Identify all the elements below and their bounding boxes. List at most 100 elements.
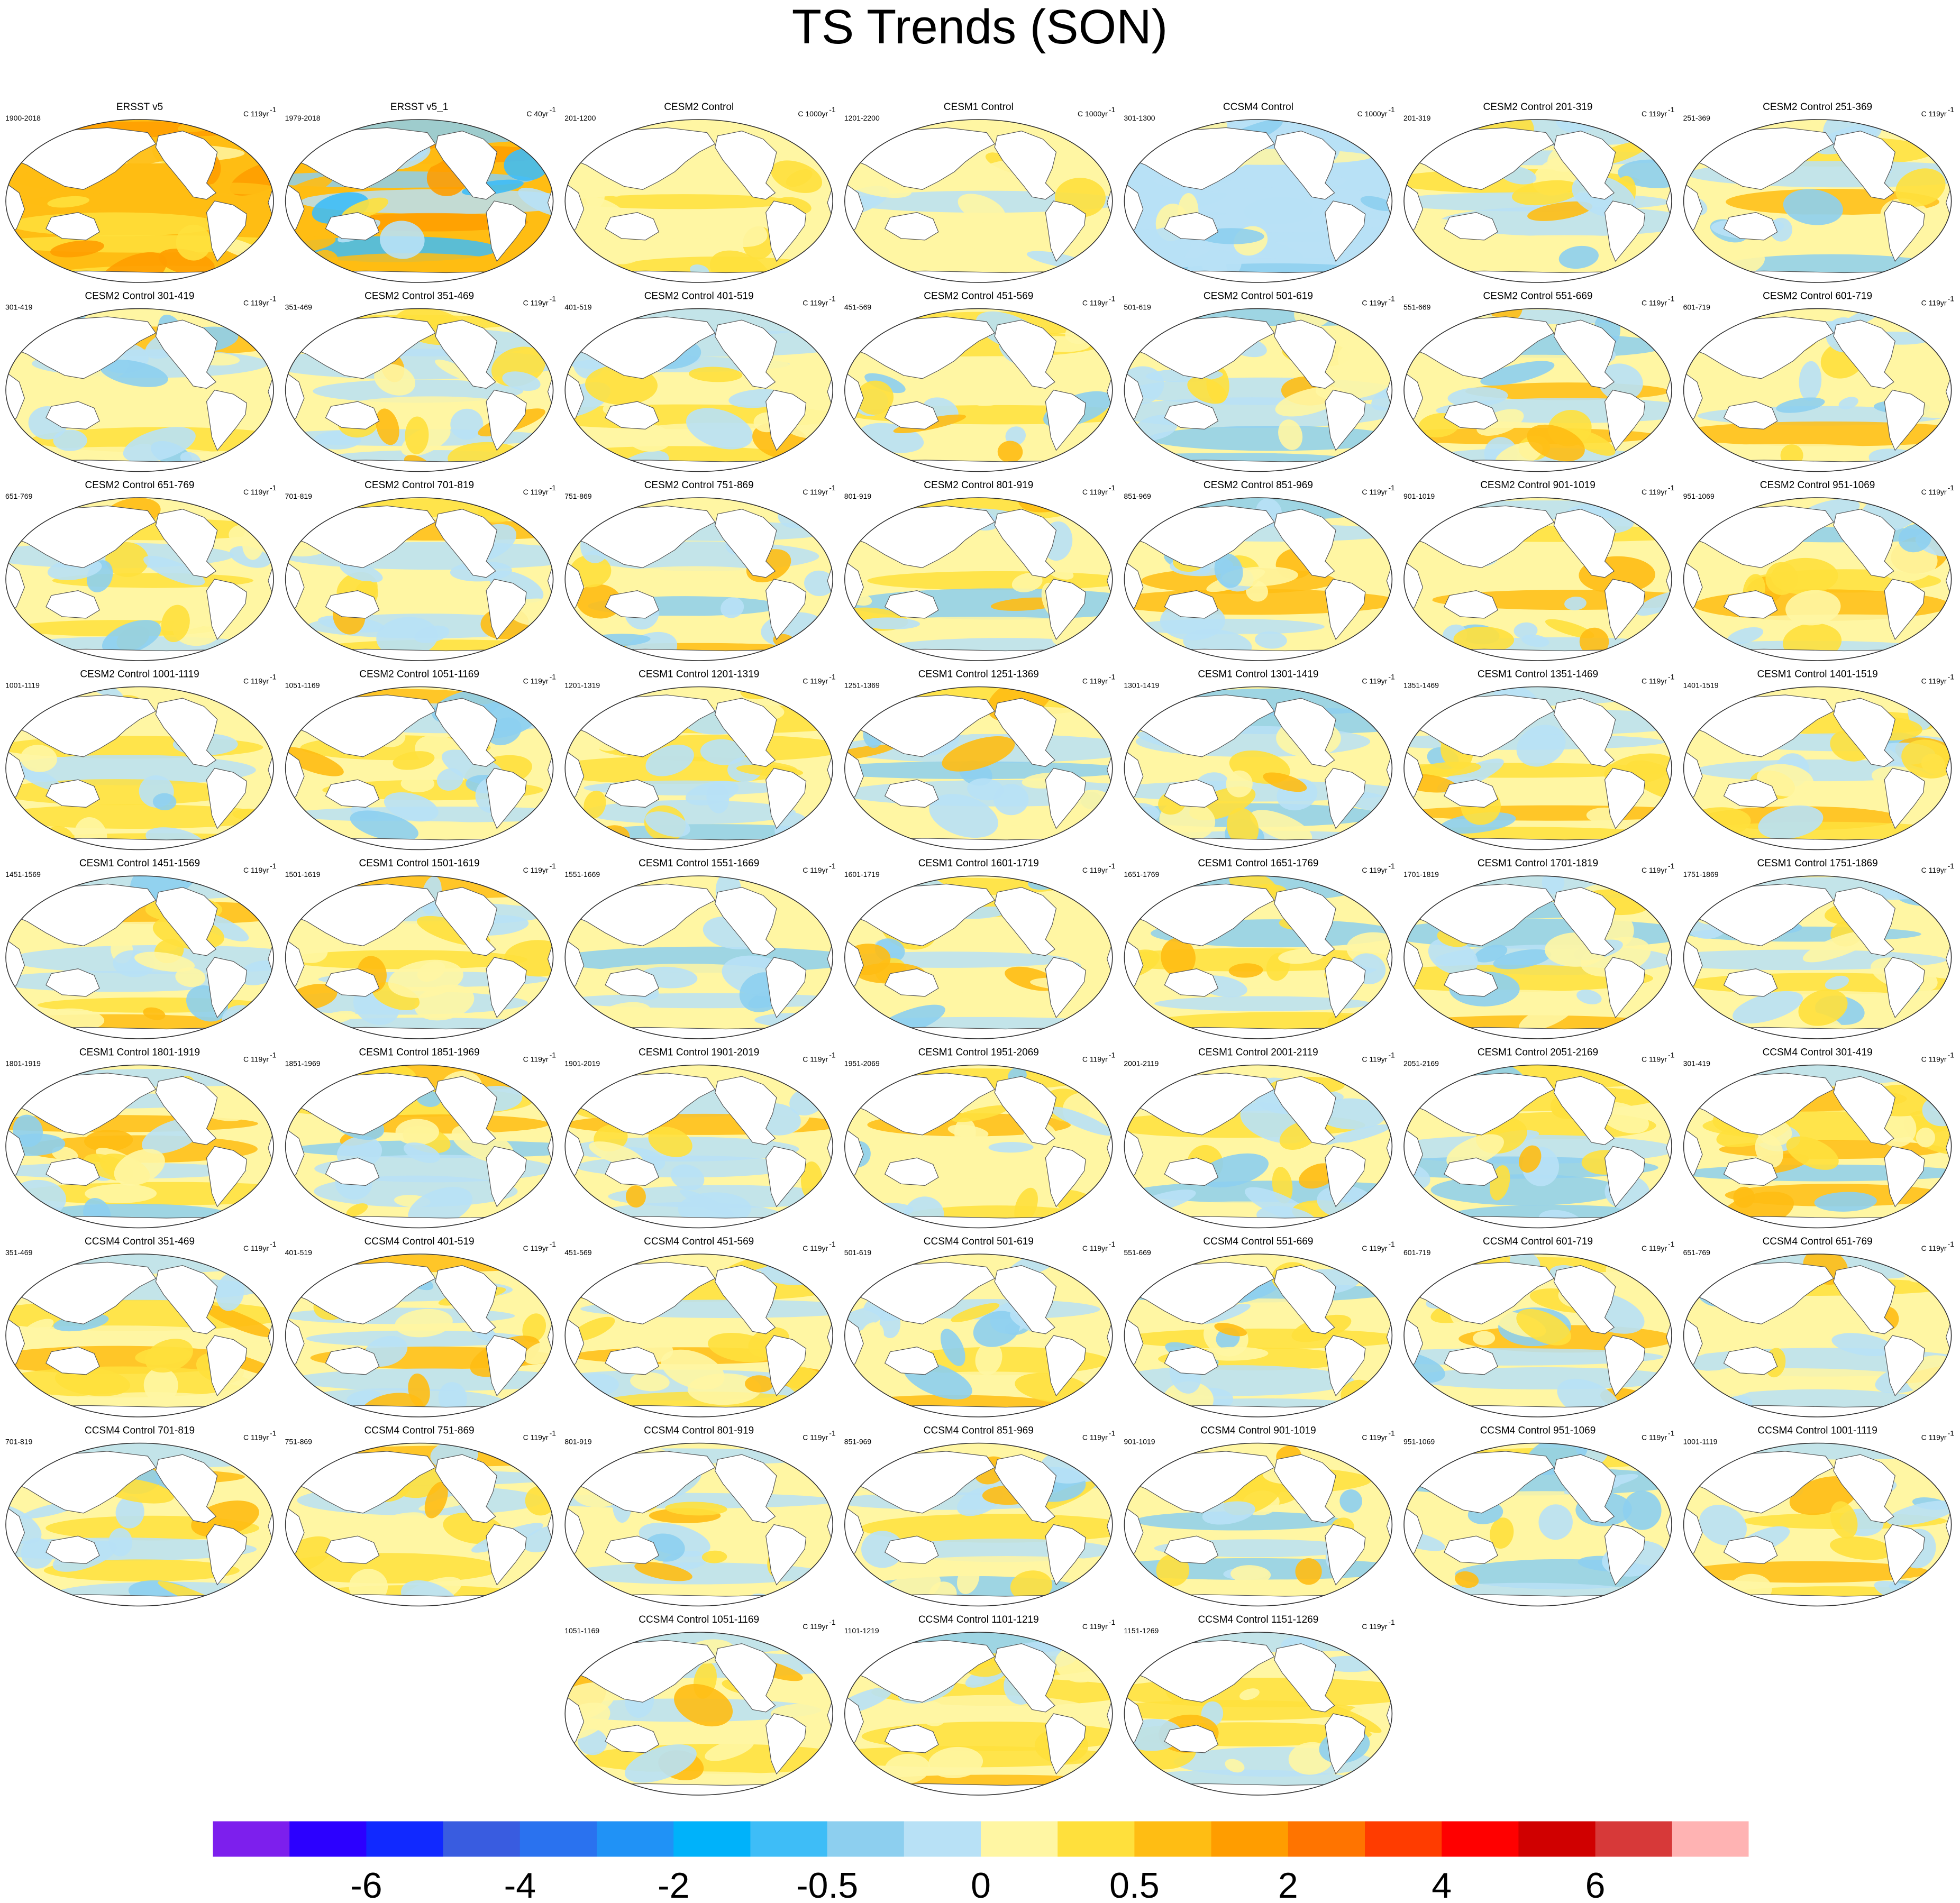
map-panel: CESM2 Control 701-819 701-819 C 119yr -1 (285, 480, 556, 661)
trend-blob (626, 424, 672, 452)
panel-units: C 119yr (1921, 677, 1947, 685)
land-mass (570, 316, 716, 379)
trend-blob (975, 1342, 1002, 1376)
globe-outline (5, 875, 274, 1039)
trend-blob (376, 408, 399, 445)
trend-blob (1516, 1309, 1571, 1346)
panel-period: 1001-1119 (5, 681, 40, 690)
trend-blob (55, 477, 79, 500)
trend-blob (450, 408, 484, 440)
panel-units-exponent: -1 (1109, 483, 1116, 492)
land-mass (605, 1157, 660, 1186)
globe-outline (844, 686, 1113, 850)
land-mass (1620, 1069, 1646, 1087)
panel-title: CESM1 Control 1551-1669 (639, 858, 759, 869)
land-mass (1444, 590, 1498, 619)
trend-band (565, 616, 806, 632)
panel-map (6, 120, 274, 282)
map-area (1124, 875, 1393, 1039)
land-mass (1688, 1451, 1834, 1514)
land-mass (765, 200, 807, 262)
trend-blob (161, 605, 190, 643)
trend-blob (346, 1203, 368, 1217)
land-mass (1129, 505, 1275, 569)
panel-map (844, 1254, 1113, 1417)
trend-blob (1885, 281, 1919, 311)
trend-blob (350, 810, 418, 841)
trend-band (313, 379, 524, 403)
land-mass (206, 1524, 248, 1586)
land-mass (1900, 1258, 1925, 1276)
panel-units-exponent: -1 (829, 1051, 836, 1059)
map-panel: CESM1 Control 1651-1769 1651-1769 C 119yr -… (1124, 858, 1395, 1039)
trend-blob (21, 1538, 54, 1569)
land-mass (1683, 1216, 1952, 1228)
land-mass (1884, 1524, 1925, 1586)
panel-units: C 1000yr (1078, 109, 1108, 118)
panel-units-exponent: -1 (1668, 483, 1675, 492)
map-area (844, 1632, 1113, 1796)
colorbar-tick-label: -6 (350, 1865, 382, 1903)
panel-map (285, 498, 553, 661)
panel-map (1124, 687, 1392, 850)
map-area (1124, 1064, 1393, 1229)
land-mass (290, 1451, 436, 1514)
land-mass (435, 508, 497, 578)
panel-map (1124, 1254, 1392, 1417)
trend-blob (1527, 201, 1593, 221)
panel-units-exponent: -1 (550, 1051, 557, 1059)
trend-blob (24, 1319, 54, 1337)
trend-blob (1225, 1759, 1245, 1773)
panel-map (1404, 876, 1672, 1039)
panel-units-exponent: -1 (550, 862, 557, 870)
land-mass (1124, 1594, 1392, 1606)
trend-blob (1545, 619, 1594, 638)
panel-period: 751-869 (285, 1438, 313, 1446)
land-mass (11, 316, 157, 379)
colorbar-tick-label: 0 (971, 1865, 991, 1903)
panel-map (1683, 498, 1952, 661)
panel-units: C 1000yr (1357, 109, 1388, 118)
land-mass (714, 1454, 777, 1524)
panel-period: 851-969 (1124, 492, 1151, 500)
globe-outline (1683, 875, 1952, 1039)
panel-map (1124, 120, 1392, 282)
panel-units-exponent: -1 (270, 1051, 277, 1059)
trend-blob (13, 1114, 43, 1147)
panel-period: 1101-1219 (844, 1626, 879, 1635)
trend-band (334, 213, 528, 232)
panel-map (6, 308, 274, 500)
panel-map (844, 1065, 1113, 1228)
land-mass (1620, 313, 1646, 331)
globe-outline (1124, 1442, 1393, 1607)
colorbar-swatch (673, 1821, 751, 1857)
land-mass (11, 127, 157, 190)
map-panel: CESM1 Control 2001-2119 2001-2119 C 119yr -… (1124, 1047, 1395, 1229)
map-panel: CESM2 Control 801-919 801-919 C 119yr -1 (844, 480, 1116, 661)
map-panel: ERSST v5_1 1979-2018 C 40yr -1 (285, 102, 556, 283)
land-mass (1124, 1216, 1392, 1228)
panel-units-exponent: -1 (1109, 862, 1116, 870)
land-mass (1604, 767, 1646, 829)
panel-map (285, 876, 553, 1039)
land-mass (1129, 1640, 1275, 1703)
panel-period: 1051-1169 (285, 681, 320, 690)
land-mass (1688, 316, 1834, 379)
trend-blob (414, 625, 450, 643)
trend-blob (786, 169, 813, 187)
colorbar-tick-label: 2 (1278, 1865, 1298, 1903)
panel-title: CCSM4 Control (1223, 102, 1293, 113)
land-mass (1341, 880, 1366, 898)
land-mass (714, 1076, 777, 1146)
land-mass (206, 579, 248, 641)
land-mass (222, 691, 248, 709)
panel-units: C 119yr (1921, 1244, 1947, 1252)
trend-blob (1733, 1186, 1755, 1208)
land-mass (1723, 1346, 1778, 1375)
land-mass (1274, 508, 1336, 578)
panel-units: C 119yr (803, 1622, 828, 1631)
land-mass (1124, 1783, 1392, 1795)
panel-units: C 119yr (1082, 677, 1108, 685)
globe-outline (1124, 308, 1393, 472)
